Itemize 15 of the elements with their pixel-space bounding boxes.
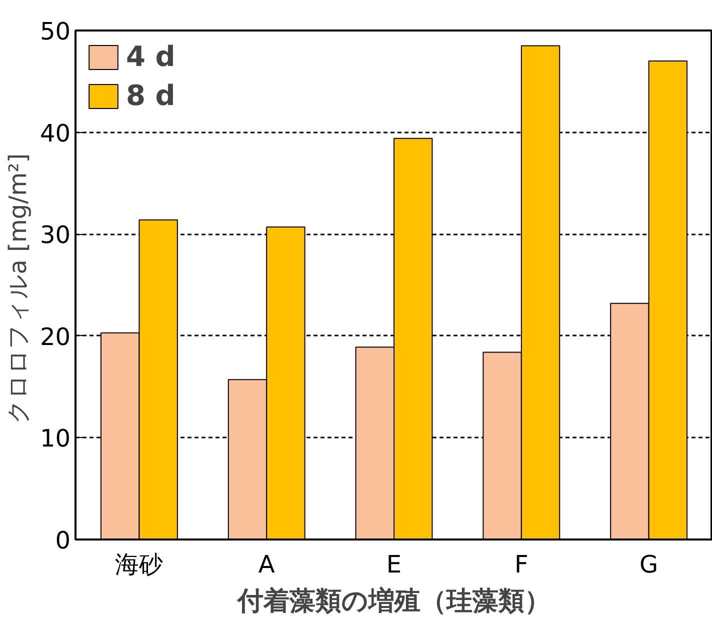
legend-label: 8 d [126,79,176,112]
y-tick-label: 30 [40,221,71,250]
x-tick-label: G [640,550,658,578]
x-tick-label: A [258,550,276,578]
x-tick-label: E [386,550,402,578]
legend-label: 4 d [126,40,176,73]
y-tick-label: 40 [40,119,71,148]
y-tick-label: 10 [40,424,71,453]
y-tick-label: 20 [40,322,71,351]
x-tick-label: 海砂 [115,550,164,578]
y-axis-title: クロロフィルa [mg/m²] [4,153,32,424]
x-tick-label: F [514,550,528,578]
y-tick-label: 0 [55,526,71,554]
y-tick-label: 50 [40,18,71,46]
x-axis-title: 付着藻類の増殖（珪藻類） [236,586,550,616]
